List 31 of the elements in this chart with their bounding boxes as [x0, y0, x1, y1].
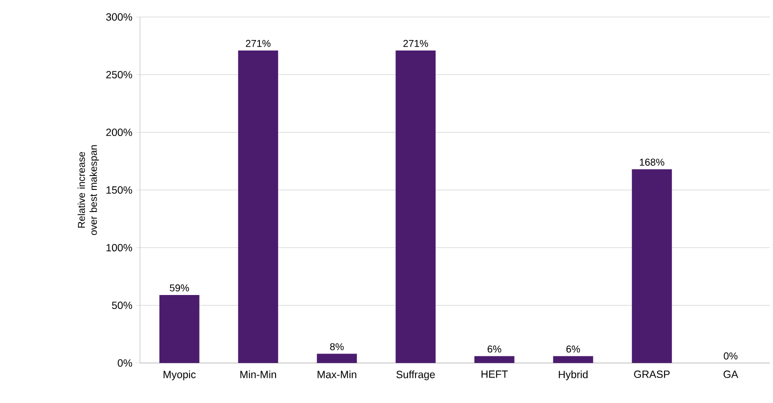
bar — [159, 294, 200, 363]
bar — [238, 50, 278, 363]
data-label: 271% — [246, 40, 271, 47]
x-tick-label: Max-Min — [318, 370, 356, 378]
x-tick-label: Min-Min — [240, 370, 276, 378]
y-tick-label: 150% — [106, 186, 132, 194]
bar — [396, 50, 436, 363]
data-label: 168% — [640, 158, 664, 166]
x-tick-label: Suffrage — [396, 370, 435, 380]
y-tick-label: 250% — [106, 70, 132, 78]
x-tick-label: Hybrid — [558, 370, 588, 380]
data-label: 6% — [488, 346, 502, 353]
data-label: 0% — [724, 352, 738, 360]
data-label: 59% — [170, 284, 189, 292]
data-label: 6% — [566, 346, 580, 353]
bar — [474, 356, 514, 363]
y-tick-label: 200% — [106, 128, 132, 136]
bar — [632, 169, 672, 363]
x-tick-label: HEFT — [482, 370, 508, 378]
y-tick-label: 0% — [118, 359, 132, 367]
data-label: 8% — [330, 343, 344, 350]
x-tick-label: Myopic — [164, 370, 196, 380]
x-tick-label: GRASP — [634, 370, 670, 378]
y-tick-label: 50% — [112, 302, 132, 310]
y-axis-title: Relative increase over best makespan — [78, 145, 99, 235]
y-tick-label: 100% — [106, 244, 132, 252]
data-label: 271% — [403, 40, 428, 47]
bar — [316, 354, 357, 363]
bar — [553, 356, 594, 363]
y-tick-label: 300% — [106, 13, 132, 21]
x-tick-label: GA — [724, 370, 738, 378]
